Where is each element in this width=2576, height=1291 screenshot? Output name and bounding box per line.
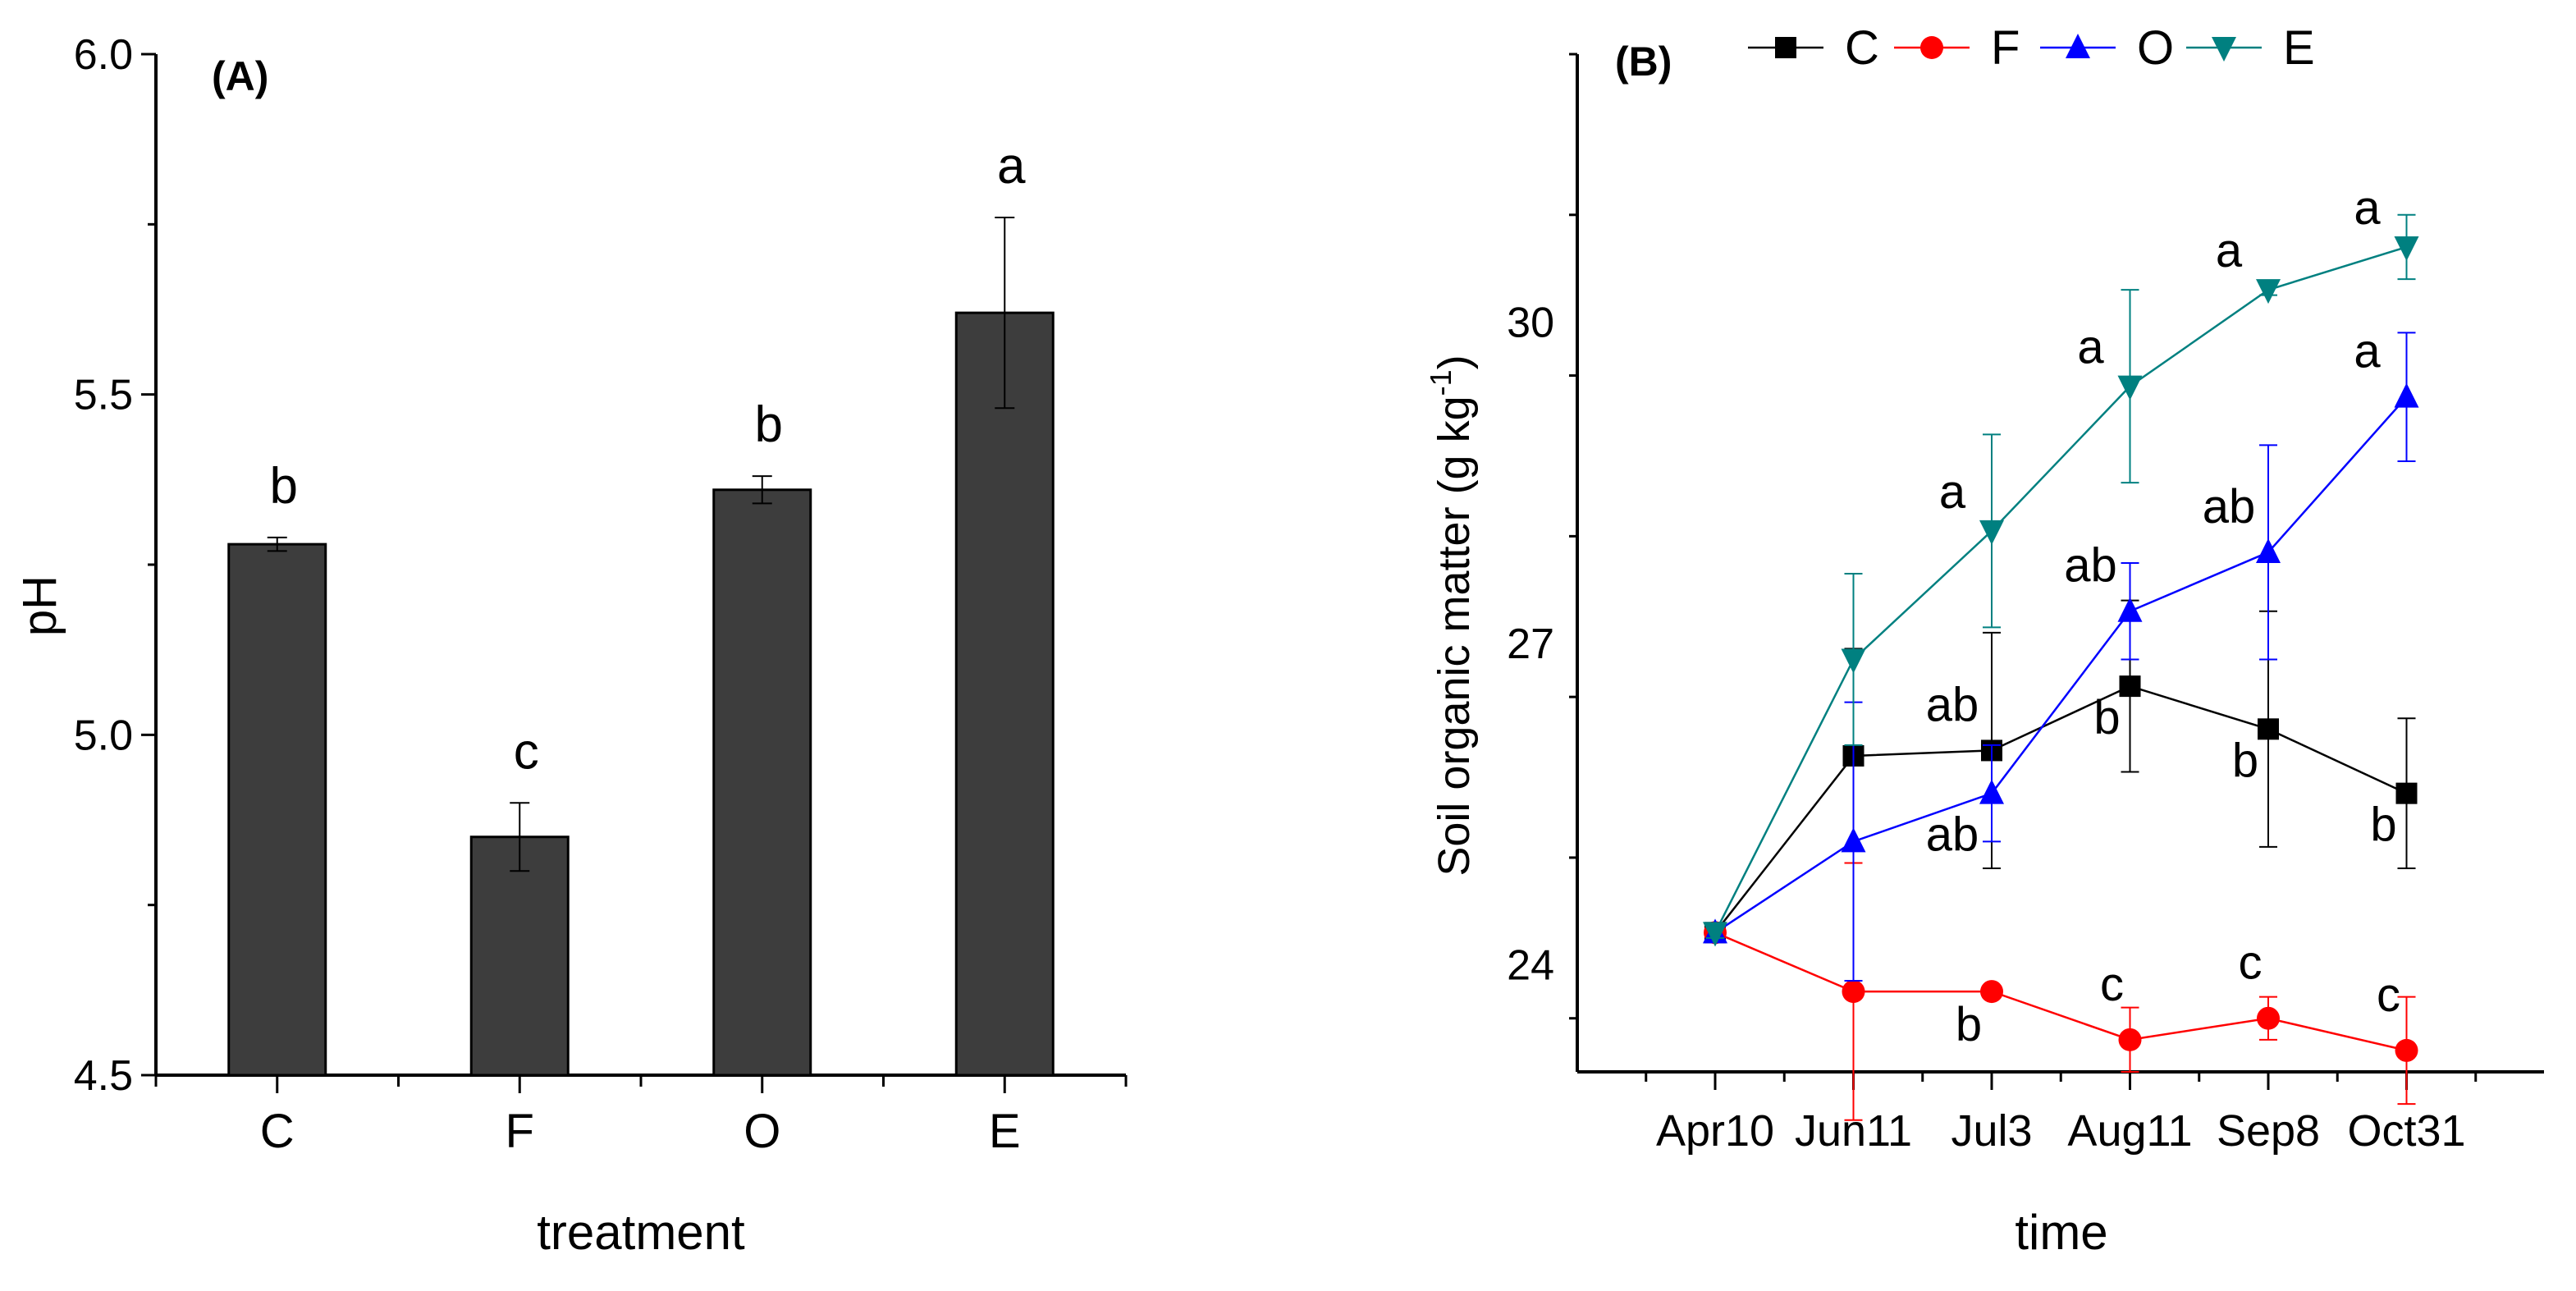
data-point-F bbox=[2395, 1038, 2418, 1062]
data-point-E bbox=[1979, 520, 2004, 545]
x-axis-title: time bbox=[2015, 1205, 2107, 1260]
data-point-O bbox=[2394, 382, 2419, 408]
series-C: ab b b b bbox=[1704, 599, 2418, 944]
data-point-F bbox=[2118, 1028, 2142, 1051]
y-tick-label: 5.5 bbox=[74, 372, 133, 419]
significance-letter: c bbox=[2377, 968, 2400, 1022]
data-point-O bbox=[2256, 538, 2281, 563]
significance-letter: a bbox=[2354, 325, 2381, 378]
y-axis-title: Soil organic matter (g kg-1) bbox=[1424, 355, 1479, 876]
y-tick-label: 24 bbox=[1507, 941, 1554, 989]
x-tick-label: Apr10 bbox=[1656, 1106, 1774, 1156]
significance-letter: ab bbox=[1926, 678, 1979, 731]
bar-O bbox=[712, 488, 812, 1077]
x-tick-label: Sep8 bbox=[2217, 1106, 2320, 1156]
bar-C bbox=[227, 542, 327, 1077]
significance-letter: b bbox=[2370, 799, 2396, 852]
x-tick-label: Aug11 bbox=[2067, 1106, 2192, 1156]
y-axis-title: pH bbox=[13, 575, 66, 636]
y-tick-label: 6.0 bbox=[74, 31, 133, 79]
significance-letter: a bbox=[2354, 181, 2381, 235]
significance-letter: ab bbox=[1926, 808, 1979, 862]
data-point-F bbox=[1980, 980, 2003, 1004]
significance-letter: ab bbox=[2203, 480, 2256, 533]
data-point-C bbox=[2395, 782, 2418, 804]
data-point-E bbox=[2394, 236, 2419, 261]
x-tick-label: O bbox=[744, 1105, 780, 1158]
legend-marker-O bbox=[2066, 34, 2090, 58]
data-point-F bbox=[1842, 980, 1865, 1004]
panel-label: (A) bbox=[212, 53, 268, 99]
significance-letter: b bbox=[270, 458, 298, 515]
legend-label-F: F bbox=[1991, 21, 2020, 75]
significance-letter: b bbox=[2093, 691, 2120, 744]
data-point-E bbox=[1841, 648, 1866, 674]
significance-letter: a bbox=[2216, 224, 2243, 277]
panel-label: (B) bbox=[1615, 39, 1672, 85]
y-axis-title-main: Soil organic matter (g kg bbox=[1430, 396, 1479, 876]
legend-marker-F bbox=[1920, 36, 1943, 59]
x-tick-label: C bbox=[260, 1105, 295, 1158]
significance-letter: c bbox=[2100, 958, 2124, 1011]
data-point-C bbox=[2258, 718, 2279, 740]
y-axis-title-superscript: -1 bbox=[1424, 369, 1457, 396]
data-point-O bbox=[1979, 779, 2004, 804]
legend-label-C: C bbox=[1845, 21, 1879, 75]
significance-letter: c bbox=[2239, 936, 2263, 990]
x-tick-label: F bbox=[506, 1105, 534, 1158]
significance-letter: ab bbox=[2064, 539, 2117, 593]
x-tick-label: E bbox=[989, 1105, 1021, 1158]
significance-letter: c bbox=[514, 723, 539, 780]
data-point-F bbox=[2257, 1006, 2280, 1030]
data-point-O bbox=[1841, 827, 1866, 853]
significance-letter: a bbox=[2077, 321, 2104, 374]
series-E: a a a a bbox=[1703, 181, 2419, 947]
series-line-F bbox=[1714, 932, 2407, 1052]
y-tick-label: 5.0 bbox=[74, 712, 133, 759]
series-line-C bbox=[1714, 684, 2408, 934]
significance-letter: b bbox=[2232, 734, 2258, 787]
bar-F bbox=[469, 835, 570, 1077]
x-tick-label: Jul3 bbox=[1951, 1106, 2032, 1156]
legend-marker-C bbox=[1775, 37, 1796, 58]
y-tick-label: 30 bbox=[1507, 299, 1554, 346]
legend-marker-E bbox=[2212, 37, 2236, 62]
significance-letter: a bbox=[997, 138, 1026, 195]
x-axis-title: treatment bbox=[537, 1205, 745, 1260]
y-tick-label: 27 bbox=[1507, 620, 1554, 668]
significance-letter: a bbox=[1939, 465, 1966, 519]
data-point-C bbox=[2119, 675, 2141, 698]
y-axis-title-end: ) bbox=[1430, 355, 1479, 369]
series-line-E bbox=[1714, 245, 2407, 933]
series-line-O bbox=[1714, 396, 2408, 934]
data-point-O bbox=[2117, 597, 2143, 622]
legend-label-E: E bbox=[2283, 21, 2315, 75]
bar-E bbox=[954, 311, 1055, 1077]
legend-label-O: O bbox=[2137, 21, 2174, 75]
data-point-E bbox=[1703, 922, 1727, 947]
data-point-E bbox=[2117, 375, 2143, 401]
significance-letter: b bbox=[755, 396, 783, 453]
y-tick-label: 4.5 bbox=[74, 1052, 133, 1100]
significance-letter: b bbox=[1956, 998, 1982, 1051]
data-point-E bbox=[2256, 279, 2281, 304]
x-tick-label: Oct31 bbox=[2347, 1106, 2465, 1156]
